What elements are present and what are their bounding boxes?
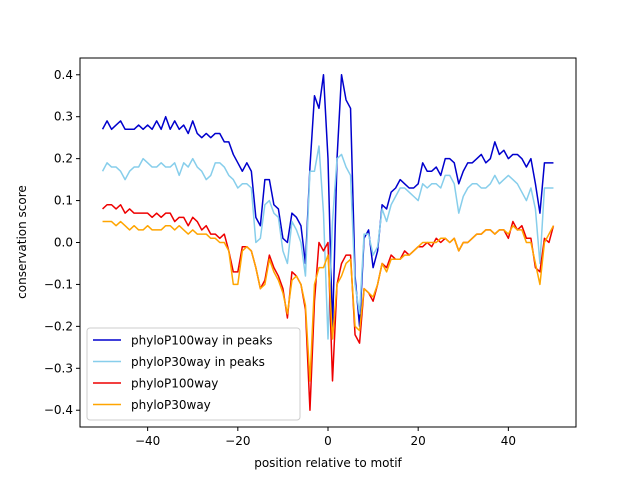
plot-frame: [79, 57, 577, 428]
x-tick-label: −20: [225, 434, 250, 448]
y-tick-label: −0.4: [44, 403, 73, 417]
y-tick-label: 0.1: [54, 194, 73, 208]
x-axis-label: position relative to motif: [254, 456, 402, 470]
y-tick-label: −0.1: [44, 277, 73, 291]
legend: phyloP100way in peaks phyloP30way in peak…: [86, 327, 301, 421]
legend-box: [86, 327, 301, 421]
legend-label: phyloP30way in peaks: [131, 355, 265, 369]
y-tick-label: 0.3: [54, 110, 73, 124]
x-tick-label: −40: [135, 434, 160, 448]
y-tick-label: 0.4: [54, 68, 73, 82]
series-line: [102, 220, 555, 382]
legend-label: phyloP100way in peaks: [131, 334, 273, 348]
y-tick-label: 0.2: [54, 152, 73, 166]
series-line: [101, 145, 554, 340]
legend-label: phyloP30way: [131, 398, 211, 412]
x-tick-label: 40: [501, 434, 516, 448]
y-tick-label: −0.3: [44, 361, 73, 375]
x-tick-label: 20: [411, 434, 426, 448]
legend-label: phyloP100way: [131, 377, 218, 391]
y-axis-label: conservation score: [15, 185, 29, 299]
y-tick-label: 0.0: [54, 236, 73, 250]
x-tick-label: 0: [324, 434, 332, 448]
series-line: [101, 74, 554, 332]
y-tick-label: −0.2: [44, 319, 73, 333]
